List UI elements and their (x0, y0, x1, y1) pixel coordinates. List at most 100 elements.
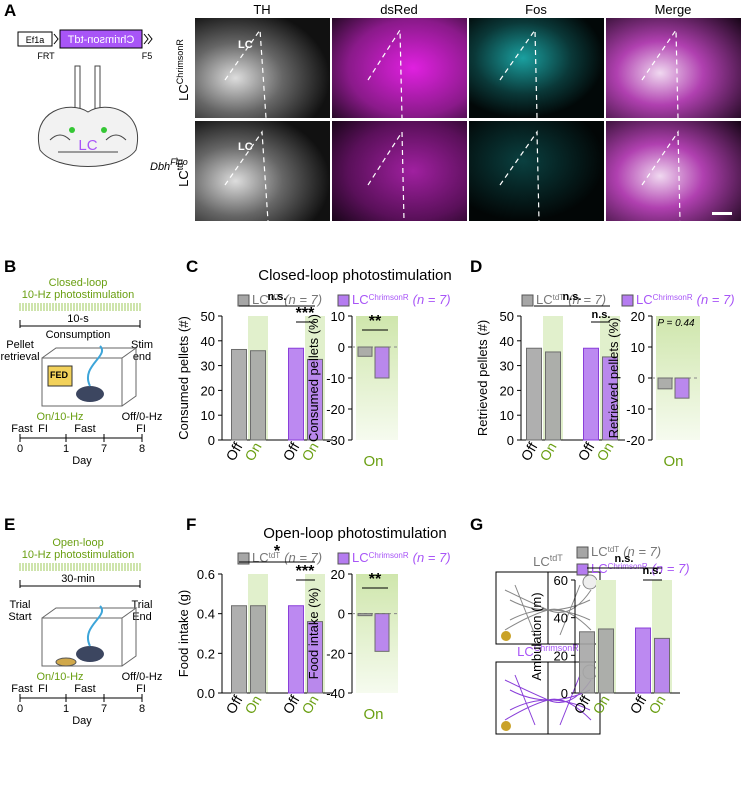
bar (374, 346, 390, 379)
mouse (76, 386, 104, 402)
y-tick-label: 10 (331, 309, 345, 324)
x-tick-label: On (536, 440, 559, 464)
timeline-label: Fast (11, 423, 32, 435)
panel-title: Open-loop photostimulation (263, 525, 446, 542)
x-tick-label: Off (280, 439, 303, 463)
row-sup: tdT (175, 157, 185, 171)
significance: ** (369, 571, 382, 588)
x-tick-label: On (241, 693, 264, 717)
bar (635, 627, 651, 694)
bar (654, 637, 670, 694)
x-tick-label: Off (518, 439, 541, 463)
significance: *** (296, 305, 315, 322)
y-tick-label: 0.4 (197, 607, 215, 622)
phase: Consumption (46, 329, 111, 341)
start-label: Start (8, 611, 31, 623)
legend-base: LC (591, 544, 608, 559)
x-tick-label: Off (627, 692, 650, 716)
bar (526, 347, 542, 441)
significance: n.s. (268, 291, 287, 303)
construct-label: Chrimson-tdT (67, 34, 134, 46)
construct-label: F5 (142, 51, 153, 61)
legend-base: LC (352, 550, 369, 565)
arena-base: LC (533, 554, 550, 569)
panel-label: C (186, 257, 198, 276)
y-axis-label: Consumed pellets (%) (306, 314, 321, 442)
bar (357, 346, 373, 357)
bar (307, 621, 323, 694)
y-tick-label: 50 (500, 309, 514, 324)
panel-title: Closed-loop photostimulation (258, 267, 451, 284)
arena-base: LC (517, 644, 534, 659)
fed-label: FED (50, 370, 69, 380)
day-label: 8 (139, 443, 145, 455)
legend-sup: tdT (269, 551, 281, 560)
column-label: dsRed (380, 2, 418, 17)
x-tick-label: On (241, 440, 264, 464)
y-tick-label: 0.6 (197, 567, 215, 582)
legend-entry: LCtdT (n = 7) (252, 550, 322, 565)
y-tick-label: 40 (554, 611, 568, 626)
legend-entry: LCChrimsonR (n = 7) (352, 550, 451, 565)
panel-label: F (186, 515, 196, 534)
legend-n: (n = 7) (568, 292, 606, 307)
fed-device (47, 365, 73, 387)
legend-entry: LCChrimsonR (n = 7) (352, 292, 451, 307)
bar (307, 358, 323, 441)
mouse-label: DbhFlpo (150, 157, 188, 173)
column-label: TH (253, 2, 270, 17)
mouse (76, 646, 104, 662)
significance: n.s. (643, 565, 662, 577)
arena-label: LCChrimsonR (517, 643, 579, 659)
y-tick-label: 0.2 (197, 646, 215, 661)
legend-base: LC (536, 292, 553, 307)
cage (41, 607, 138, 667)
y-tick-label: -20 (326, 402, 345, 417)
legend-base: LC (636, 292, 653, 307)
duration: 10-s (67, 313, 89, 325)
duration: 30-min (61, 573, 95, 585)
legend-sup: tdT (608, 545, 620, 554)
bar (231, 605, 247, 694)
timeline-label: FI (38, 423, 48, 435)
arena-label: LCtdT (533, 553, 563, 569)
bar (250, 350, 266, 441)
x-tick-label: On (298, 693, 321, 717)
y-tick-label: 20 (631, 309, 645, 324)
y-axis-label: Ambulation (m) (529, 592, 544, 680)
panel-label: B (4, 257, 16, 276)
timeline-label: FI (136, 423, 146, 435)
legend-swatch (521, 294, 534, 307)
day-label: 7 (101, 443, 107, 455)
column-label: Merge (655, 2, 692, 17)
y-tick-label: 0 (338, 607, 345, 622)
y-tick-label: 60 (554, 573, 568, 588)
charts: LCtdT (n = 7) LCChrimsonR (n = 7) LCtdT (n = … (176, 291, 735, 723)
promoter-box (17, 31, 53, 47)
legend-n: (n = 7) (652, 561, 690, 576)
timeline-label: Fast (11, 683, 32, 695)
bracket (19, 580, 141, 588)
y-tick-label: -20 (326, 646, 345, 661)
end-label: End (132, 611, 152, 623)
significance: P = 0.44 (657, 318, 695, 329)
legend-swatch (337, 552, 350, 565)
legend-swatch (237, 294, 250, 307)
bar (674, 377, 690, 399)
bar (374, 613, 390, 652)
legend-entry: LCtdT (n = 7) (591, 544, 661, 559)
bar (288, 347, 304, 441)
protocol-label: Closed-loop (49, 277, 108, 289)
x-tick-label: Off (280, 692, 303, 716)
construct-label: Ef1a (26, 35, 45, 45)
y-tick-label: 20 (500, 383, 514, 398)
bar (231, 348, 247, 441)
y-tick-label: 20 (554, 648, 568, 663)
bar (545, 351, 561, 441)
mouse-sup: Flpo (170, 157, 188, 167)
start-label: Pellet (6, 339, 34, 351)
column-label: Fos (525, 2, 547, 17)
bar (250, 605, 266, 694)
